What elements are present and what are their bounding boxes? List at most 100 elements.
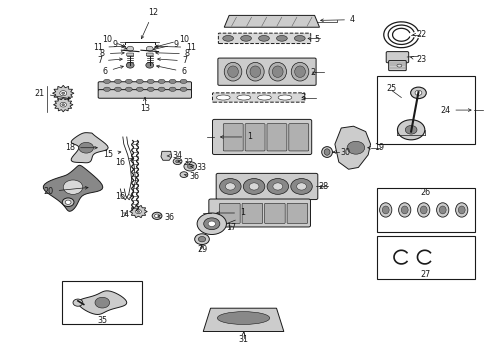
Ellipse shape	[246, 62, 264, 81]
Circle shape	[175, 160, 179, 163]
Text: 27: 27	[420, 270, 431, 279]
Ellipse shape	[136, 87, 143, 91]
Text: 4: 4	[320, 15, 355, 24]
Ellipse shape	[115, 87, 122, 91]
Text: 36: 36	[184, 172, 199, 181]
Text: 35: 35	[97, 316, 107, 325]
Text: 3: 3	[300, 93, 305, 102]
Ellipse shape	[322, 147, 332, 157]
FancyBboxPatch shape	[265, 203, 285, 224]
Circle shape	[95, 297, 110, 308]
Text: 9: 9	[153, 40, 178, 50]
Text: 8: 8	[156, 49, 190, 58]
Text: 16: 16	[116, 192, 132, 201]
Ellipse shape	[103, 79, 110, 84]
Circle shape	[411, 87, 426, 99]
Circle shape	[397, 120, 425, 140]
Text: 11: 11	[156, 43, 196, 52]
Ellipse shape	[241, 36, 251, 41]
FancyBboxPatch shape	[127, 53, 134, 56]
Ellipse shape	[259, 36, 270, 41]
Text: 7: 7	[158, 57, 188, 66]
Circle shape	[73, 299, 83, 306]
Ellipse shape	[250, 66, 261, 77]
Text: 23: 23	[411, 55, 427, 64]
Ellipse shape	[158, 79, 165, 84]
Text: 34: 34	[167, 151, 183, 160]
Text: 6: 6	[157, 65, 186, 76]
Text: 13: 13	[140, 98, 150, 113]
FancyBboxPatch shape	[287, 203, 308, 224]
Text: 10: 10	[155, 35, 189, 48]
Text: 5: 5	[308, 35, 320, 44]
Circle shape	[155, 214, 159, 218]
Text: 22: 22	[413, 30, 427, 39]
Ellipse shape	[180, 87, 187, 91]
Ellipse shape	[136, 79, 143, 84]
Text: 32: 32	[178, 158, 194, 167]
Text: 16: 16	[116, 158, 132, 167]
Circle shape	[249, 183, 259, 190]
Text: 36: 36	[158, 213, 174, 222]
Ellipse shape	[401, 206, 408, 214]
Ellipse shape	[258, 95, 271, 100]
Circle shape	[79, 142, 94, 153]
Bar	[377, 188, 475, 232]
Circle shape	[127, 46, 134, 51]
Circle shape	[198, 237, 206, 242]
Circle shape	[136, 210, 141, 213]
Circle shape	[126, 62, 134, 68]
Circle shape	[204, 218, 220, 230]
Ellipse shape	[294, 36, 305, 41]
Text: 11: 11	[94, 43, 124, 52]
Ellipse shape	[228, 66, 239, 77]
Text: 9: 9	[113, 40, 127, 49]
Ellipse shape	[147, 79, 154, 84]
Text: 26: 26	[421, 188, 431, 197]
Circle shape	[137, 211, 140, 212]
Ellipse shape	[397, 64, 402, 67]
Ellipse shape	[237, 95, 251, 100]
Circle shape	[62, 198, 74, 207]
FancyBboxPatch shape	[209, 199, 311, 227]
Ellipse shape	[272, 66, 283, 77]
Circle shape	[225, 183, 235, 190]
Ellipse shape	[456, 203, 468, 217]
FancyBboxPatch shape	[218, 58, 316, 85]
Text: 19: 19	[368, 143, 385, 152]
Bar	[62, 281, 143, 324]
Ellipse shape	[294, 66, 305, 77]
Text: 15: 15	[103, 150, 121, 159]
Circle shape	[60, 102, 67, 107]
Circle shape	[60, 91, 67, 96]
Circle shape	[146, 62, 154, 68]
FancyBboxPatch shape	[220, 203, 240, 224]
Circle shape	[347, 141, 365, 154]
Ellipse shape	[324, 149, 330, 155]
Ellipse shape	[218, 312, 270, 324]
Ellipse shape	[458, 206, 465, 214]
Text: 24: 24	[441, 105, 471, 114]
Circle shape	[267, 179, 289, 194]
Ellipse shape	[169, 87, 176, 91]
FancyBboxPatch shape	[267, 124, 287, 151]
Circle shape	[415, 90, 422, 95]
Ellipse shape	[420, 206, 427, 214]
Circle shape	[244, 179, 265, 194]
Circle shape	[296, 183, 306, 190]
Ellipse shape	[103, 87, 110, 91]
Circle shape	[184, 162, 196, 171]
Polygon shape	[224, 15, 319, 27]
Text: 21: 21	[35, 89, 71, 100]
Text: 7: 7	[98, 57, 122, 66]
Circle shape	[405, 126, 417, 134]
Text: 1: 1	[217, 208, 245, 217]
Ellipse shape	[180, 79, 187, 84]
Circle shape	[197, 213, 226, 234]
Text: 33: 33	[191, 163, 206, 172]
Text: 1: 1	[220, 132, 252, 141]
Text: 12: 12	[141, 8, 158, 39]
FancyBboxPatch shape	[289, 124, 309, 151]
Ellipse shape	[269, 62, 287, 81]
Ellipse shape	[382, 206, 389, 214]
